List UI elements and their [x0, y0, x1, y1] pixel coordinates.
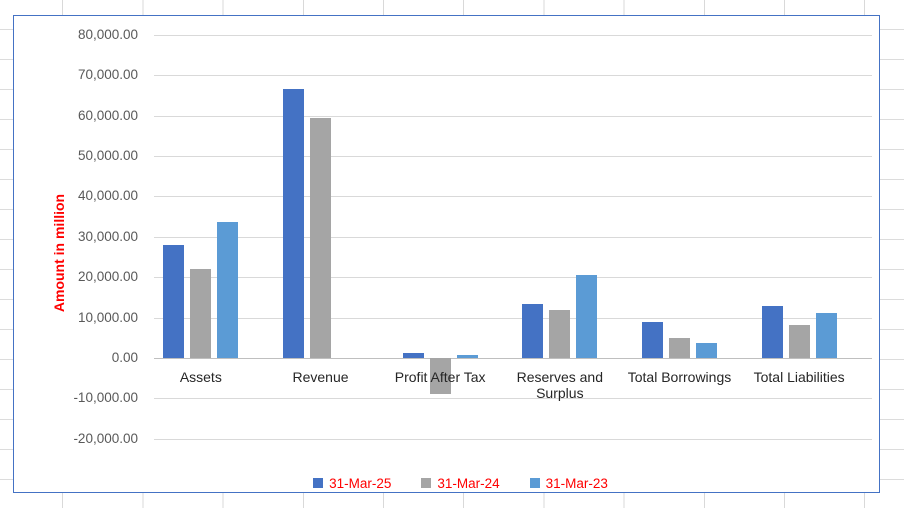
- bar-reserves-and-surplus-31-mar-25[interactable]: [522, 303, 544, 358]
- y-tick-label: 70,000.00: [77, 67, 138, 83]
- y-tick-label: 20,000.00: [77, 269, 138, 285]
- y-tick-label: 40,000.00: [77, 188, 138, 204]
- y-tick-label: 0.00: [111, 350, 138, 365]
- gridline--10000: [154, 398, 872, 400]
- category-label-revenue: Revenue: [292, 369, 349, 385]
- chart-area[interactable]: Amount in million 80,000.00 70,000.00 60,0…: [13, 15, 880, 493]
- category-label-profit-after-tax: Profit After Tax: [394, 369, 486, 385]
- legend-item-31-mar-25[interactable]: 31-Mar-25: [313, 476, 391, 491]
- bar-total-borrowings-31-mar-23[interactable]: [696, 342, 717, 358]
- bar-assets-31-mar-25[interactable]: [163, 244, 185, 358]
- gridline-80000: [154, 34, 872, 36]
- category-label-reserves-and-surplus: Reserves and Surplus: [516, 369, 604, 401]
- y-tick-label: -10,000.00: [73, 390, 138, 406]
- gridline--20000: [154, 438, 872, 440]
- bar-total-liabilities-31-mar-24[interactable]: [788, 325, 810, 358]
- bar-total-liabilities-31-mar-25[interactable]: [761, 305, 783, 358]
- bar-profit-after-tax-31-mar-25[interactable]: [402, 352, 424, 358]
- y-tick-label: 10,000.00: [77, 309, 138, 325]
- y-axis-title: Amount in million: [51, 193, 67, 313]
- y-tick-label: 80,000.00: [77, 26, 138, 42]
- legend-label: 31-Mar-23: [545, 475, 608, 491]
- y-tick-label: 60,000.00: [77, 107, 138, 123]
- bar-reserves-and-surplus-31-mar-24[interactable]: [549, 309, 571, 358]
- bar-revenue-31-mar-25[interactable]: [283, 89, 304, 358]
- y-tick-label: -20,000.00: [73, 430, 138, 446]
- gridline-50000: [154, 156, 872, 157]
- gridline-0: [154, 358, 872, 359]
- bar-total-borrowings-31-mar-24[interactable]: [669, 337, 690, 358]
- gridline-10000: [154, 317, 872, 319]
- y-tick-label: 50,000.00: [77, 148, 138, 163]
- bar-reserves-and-surplus-31-mar-23[interactable]: [576, 275, 598, 358]
- category-label-total-borrowings: Total Borrowings: [627, 369, 732, 385]
- legend: 31-Mar-25 31-Mar-24 31-Mar-23: [27, 474, 894, 492]
- bar-total-liabilities-31-mar-23[interactable]: [815, 313, 837, 358]
- legend-marker-icon: [421, 478, 432, 488]
- gridline-30000: [154, 236, 872, 238]
- bar-assets-31-mar-24[interactable]: [190, 268, 212, 358]
- legend-item-31-mar-23[interactable]: 31-Mar-23: [529, 475, 608, 491]
- legend-label: 31-Mar-25: [329, 475, 392, 491]
- category-label-assets: Assets: [179, 369, 222, 385]
- bar-revenue-31-mar-24[interactable]: [310, 117, 331, 358]
- bar-profit-after-tax-31-mar-24[interactable]: [429, 358, 451, 394]
- legend-marker-icon: [313, 478, 324, 488]
- bar-profit-after-tax-31-mar-23[interactable]: [456, 354, 478, 358]
- gridline-70000: [154, 75, 872, 77]
- gridline-40000: [154, 196, 872, 198]
- legend-label: 31-Mar-24: [437, 475, 500, 491]
- category-label-total-liabilities: Total Liabilities: [753, 369, 845, 385]
- bar-total-borrowings-31-mar-25[interactable]: [642, 322, 663, 358]
- gridline-20000: [154, 277, 872, 279]
- y-tick-label: 30,000.00: [77, 228, 138, 244]
- bar-assets-31-mar-23[interactable]: [217, 222, 239, 358]
- legend-marker-icon: [529, 478, 540, 488]
- legend-item-31-mar-24[interactable]: 31-Mar-24: [421, 475, 500, 491]
- gridline-60000: [154, 115, 872, 117]
